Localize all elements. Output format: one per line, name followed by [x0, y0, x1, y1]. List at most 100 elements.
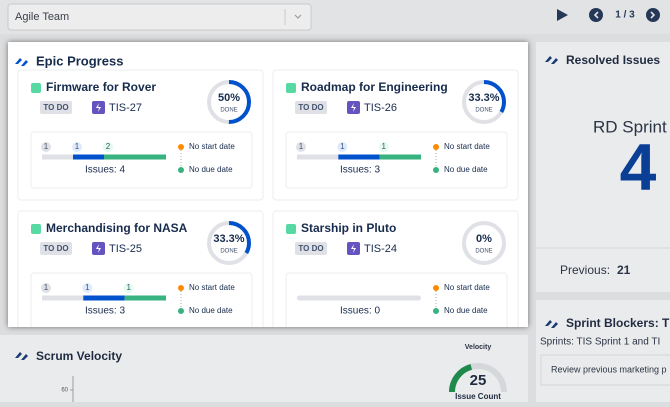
count-bubble — [337, 142, 348, 152]
count: 1 — [85, 283, 90, 292]
count: 1 — [44, 142, 49, 151]
due-date: No due date — [189, 306, 233, 315]
start-dot — [433, 144, 439, 150]
count-bubble — [378, 142, 389, 152]
count-bubble — [82, 283, 93, 293]
previous-value: 21 — [617, 263, 631, 277]
sprint-name: RD Sprint 3 — [593, 117, 670, 136]
epic-name: Merchandising for NASA — [46, 221, 188, 235]
done-caption: DONE — [220, 108, 237, 114]
due-dot — [178, 308, 184, 314]
epic-name: Firmware for Rover — [46, 80, 156, 94]
panel-title: Scrum Velocity — [36, 349, 122, 363]
done-caption: DONE — [475, 249, 492, 255]
epic-name: Starship in Pluto — [301, 221, 396, 235]
done-percent: 50% — [218, 92, 240, 104]
velocity-panel — [0, 335, 528, 405]
progress-box — [30, 131, 253, 189]
done-percent: 33.3% — [468, 92, 499, 104]
previous-label: Previous: — [560, 263, 610, 277]
issues-count: Issues: 3 — [340, 165, 380, 176]
epic-color — [286, 83, 296, 93]
play-button[interactable] — [557, 9, 568, 21]
blockers-panel — [536, 300, 670, 407]
epic-cards: Firmware for Rover TO DO TIS-27 50% DONE 1 1 2 I… — [17, 69, 519, 327]
count-bubble — [103, 142, 113, 152]
start-dot — [178, 144, 184, 150]
bolt — [96, 103, 101, 112]
done-percent: 33.3% — [213, 233, 244, 245]
progress-segment — [83, 295, 125, 301]
epic-key: TIS-27 — [109, 102, 142, 114]
due-dot — [433, 167, 439, 173]
done-caption: DONE — [475, 108, 492, 114]
due-dot — [178, 167, 184, 173]
next-icon — [650, 11, 656, 19]
resolved-count: 4 — [620, 129, 657, 203]
dropdown[interactable] — [7, 3, 312, 31]
count-bubble — [72, 142, 82, 152]
gauge-arc — [449, 363, 473, 393]
panel-icon — [545, 56, 558, 64]
status-badge — [295, 242, 327, 255]
issues-count: Issues: 4 — [85, 165, 125, 176]
donut-arc — [207, 80, 251, 124]
count: 1 — [126, 283, 131, 292]
panel-icon — [15, 352, 28, 360]
donut-arc — [207, 221, 251, 265]
status: TO DO — [43, 103, 68, 112]
done-percent: 0% — [476, 233, 492, 245]
count-bubble — [296, 142, 306, 152]
progress-segment — [338, 154, 380, 160]
epic-color — [31, 83, 41, 93]
donut-arc — [462, 80, 506, 124]
status: TO DO — [298, 244, 323, 253]
donut-track — [462, 221, 506, 265]
panel-icon — [15, 58, 28, 66]
chevron — [294, 14, 302, 19]
status: TO DO — [43, 244, 68, 253]
status-badge — [40, 101, 72, 114]
count: 2 — [106, 142, 111, 151]
progress-segment — [124, 295, 166, 301]
bolt — [96, 244, 101, 253]
panel-title: Resolved Issues — [566, 53, 660, 67]
epic-color — [31, 224, 41, 234]
count-bubble — [123, 283, 134, 293]
count: 1 — [75, 142, 80, 151]
epic-key: TIS-24 — [364, 243, 397, 255]
progress-segment — [379, 154, 421, 160]
gauge-value: 25 — [470, 372, 487, 389]
status-badge — [295, 101, 327, 114]
y-tick-label: 60 — [61, 388, 68, 394]
gauge-caption: Issue Count — [455, 392, 501, 401]
due-date: No due date — [444, 306, 488, 315]
issues-count: Issues: 0 — [340, 306, 380, 317]
issues-count: Issues: 3 — [85, 306, 125, 317]
count-bubble — [41, 142, 51, 152]
progress-box — [285, 272, 508, 327]
bolt — [351, 103, 356, 112]
panel-icon — [545, 320, 558, 328]
bolt — [351, 244, 356, 253]
blocker-text: Review previous marketing p — [551, 364, 667, 374]
progress-segment — [73, 154, 104, 160]
gauge-title: Velocity — [465, 344, 492, 351]
progress-box — [285, 131, 508, 189]
count: 1 — [44, 283, 49, 292]
start-dot — [178, 285, 184, 291]
epic-key: TIS-26 — [364, 102, 397, 114]
page-indicator: 1 / 3 — [615, 10, 635, 21]
panel-title: Sprint Blockers: T — [566, 316, 670, 330]
epic-name: Roadmap for Engineering — [301, 80, 448, 94]
count: 1 — [340, 142, 345, 151]
dropdown-value: Agile Team — [15, 11, 69, 23]
progress-segment — [42, 154, 73, 160]
start-date: No start date — [444, 142, 490, 151]
status: TO DO — [298, 103, 323, 112]
start-date: No start date — [444, 283, 490, 292]
blocker-item[interactable] — [540, 354, 670, 386]
panel-title: Epic Progress — [36, 53, 123, 68]
progress-segment — [42, 295, 84, 301]
